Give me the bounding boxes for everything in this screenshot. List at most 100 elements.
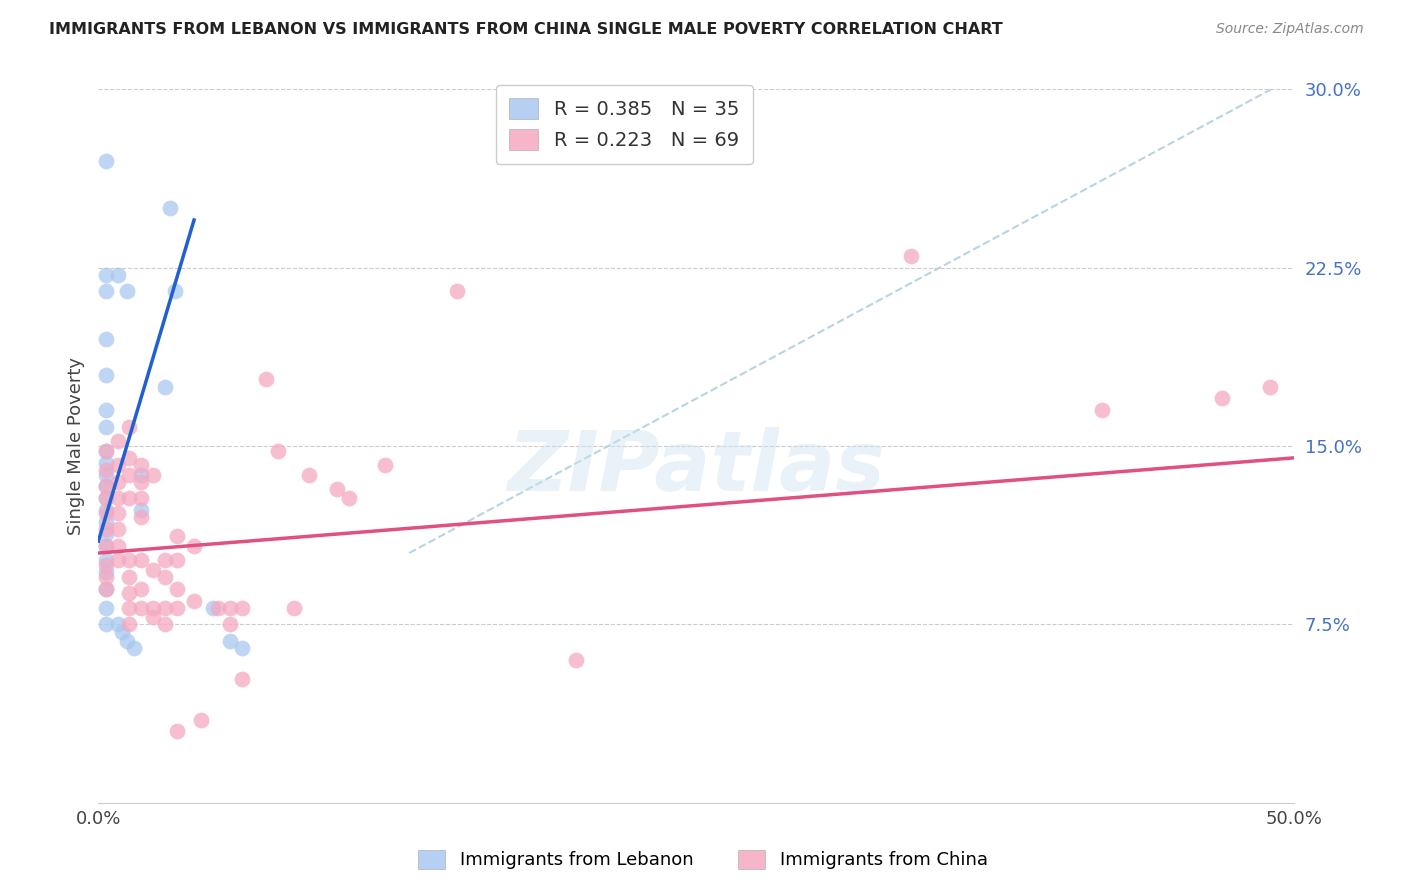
Point <box>166 582 188 596</box>
Text: Source: ZipAtlas.com: Source: ZipAtlas.com <box>1216 22 1364 37</box>
Point <box>94 443 117 458</box>
Point <box>94 479 117 493</box>
Point <box>94 539 117 553</box>
Point <box>124 641 146 656</box>
Point <box>219 617 242 632</box>
Point <box>155 379 177 393</box>
Point <box>166 600 188 615</box>
Point <box>131 467 153 482</box>
Point <box>94 558 117 572</box>
Point <box>118 600 141 615</box>
Point <box>94 527 117 541</box>
Point <box>155 617 177 632</box>
Point <box>131 475 153 489</box>
Point <box>107 491 129 506</box>
Point <box>94 456 117 470</box>
Point <box>115 285 138 299</box>
Point <box>142 610 165 624</box>
Point <box>94 506 117 520</box>
Point <box>267 443 290 458</box>
Point <box>107 539 129 553</box>
Point <box>118 467 141 482</box>
Point <box>183 593 205 607</box>
Point <box>94 368 117 382</box>
Point <box>207 600 229 615</box>
Point <box>166 553 188 567</box>
Point <box>107 522 129 536</box>
Point <box>118 570 141 584</box>
Point <box>283 600 305 615</box>
Point <box>142 600 165 615</box>
Point <box>900 249 922 263</box>
Point <box>115 634 138 648</box>
Point <box>118 617 141 632</box>
Point <box>111 624 134 639</box>
Point <box>94 479 117 493</box>
Point <box>142 467 165 482</box>
Point <box>94 463 117 477</box>
Point <box>202 600 225 615</box>
Point <box>166 529 188 543</box>
Point <box>94 285 117 299</box>
Point <box>1211 392 1233 406</box>
Point <box>1091 403 1114 417</box>
Point <box>94 600 117 615</box>
Point <box>107 617 129 632</box>
Text: IMMIGRANTS FROM LEBANON VS IMMIGRANTS FROM CHINA SINGLE MALE POVERTY CORRELATION: IMMIGRANTS FROM LEBANON VS IMMIGRANTS FR… <box>49 22 1002 37</box>
Point <box>231 600 253 615</box>
Point <box>374 458 396 472</box>
Point <box>94 491 117 506</box>
Point <box>94 582 117 596</box>
Point <box>94 420 117 434</box>
Point <box>190 713 212 727</box>
Y-axis label: Single Male Poverty: Single Male Poverty <box>66 357 84 535</box>
Point <box>94 491 117 506</box>
Point <box>326 482 349 496</box>
Point <box>142 563 165 577</box>
Legend: R = 0.385   N = 35, R = 0.223   N = 69: R = 0.385 N = 35, R = 0.223 N = 69 <box>495 85 754 164</box>
Point <box>94 467 117 482</box>
Point <box>118 553 141 567</box>
Point <box>339 491 361 506</box>
Point <box>94 443 117 458</box>
Point <box>131 458 153 472</box>
Point <box>298 467 321 482</box>
Point <box>94 539 117 553</box>
Point <box>446 285 468 299</box>
Point <box>118 491 141 506</box>
Point <box>219 634 242 648</box>
Point <box>107 434 129 449</box>
Point <box>155 600 177 615</box>
Point <box>231 672 253 686</box>
Point <box>94 268 117 282</box>
Point <box>155 553 177 567</box>
Point <box>94 153 117 168</box>
Point <box>94 503 117 517</box>
Point <box>94 403 117 417</box>
Point <box>1258 379 1281 393</box>
Point <box>159 201 181 215</box>
Point <box>565 653 588 667</box>
Point <box>183 539 205 553</box>
Point <box>118 420 141 434</box>
Point <box>94 582 117 596</box>
Point <box>94 570 117 584</box>
Point <box>94 553 117 567</box>
Point <box>107 506 129 520</box>
Point <box>94 522 117 536</box>
Point <box>231 641 253 656</box>
Point <box>219 600 242 615</box>
Point <box>131 510 153 524</box>
Point <box>254 372 277 386</box>
Point <box>155 570 177 584</box>
Point <box>166 724 188 739</box>
Point <box>131 503 153 517</box>
Point <box>131 553 153 567</box>
Point <box>107 458 129 472</box>
Point <box>107 475 129 489</box>
Point <box>94 515 117 529</box>
Point <box>94 332 117 346</box>
Point <box>94 617 117 632</box>
Legend: Immigrants from Lebanon, Immigrants from China: Immigrants from Lebanon, Immigrants from… <box>409 841 997 879</box>
Point <box>131 600 153 615</box>
